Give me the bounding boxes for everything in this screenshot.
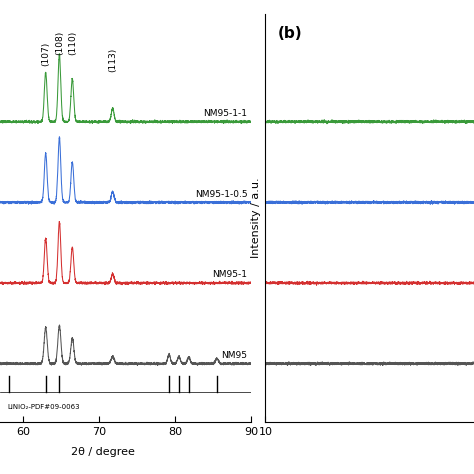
Text: (107): (107) — [41, 42, 50, 66]
Text: LiNiO₂-PDF#09-0063: LiNiO₂-PDF#09-0063 — [8, 404, 80, 410]
Text: (113): (113) — [108, 48, 117, 73]
Text: (110): (110) — [68, 30, 77, 55]
Text: (b): (b) — [278, 27, 302, 41]
Text: NM95-1-1: NM95-1-1 — [203, 109, 247, 118]
Text: NM95-1: NM95-1 — [212, 270, 247, 279]
Text: NM95-1-0.5: NM95-1-0.5 — [195, 190, 247, 199]
Text: (108): (108) — [55, 30, 64, 55]
Y-axis label: Intensity / a.u.: Intensity / a.u. — [251, 178, 261, 258]
Text: 2θ / degree: 2θ / degree — [71, 447, 135, 457]
Text: NM95: NM95 — [221, 351, 247, 360]
